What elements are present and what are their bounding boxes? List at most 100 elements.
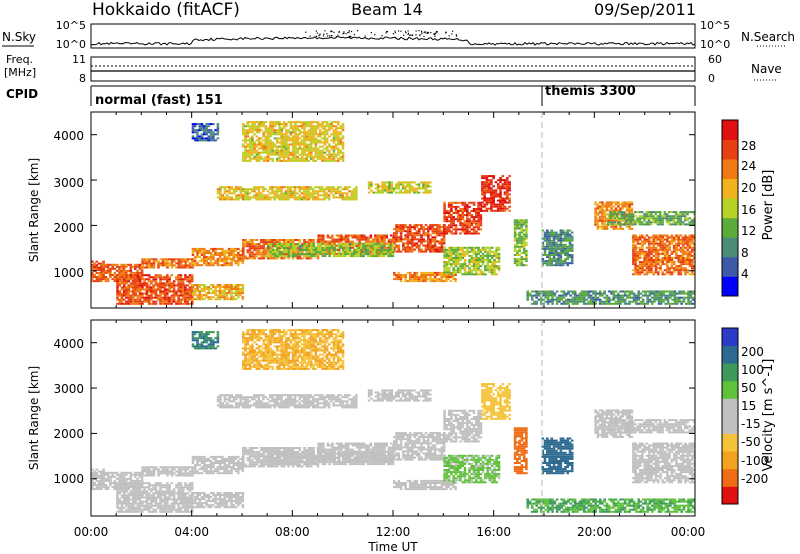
power-cell bbox=[525, 219, 528, 222]
nsearch-dot bbox=[343, 32, 345, 34]
power-cell bbox=[271, 190, 274, 193]
power-cell bbox=[342, 238, 345, 241]
power-cell bbox=[605, 298, 609, 301]
power-cell bbox=[282, 192, 286, 195]
power-cell bbox=[533, 302, 536, 305]
nsearch-dot bbox=[455, 35, 458, 37]
power-cell bbox=[636, 252, 640, 255]
power-cell bbox=[614, 300, 618, 303]
power-cell bbox=[104, 263, 108, 266]
power-cell bbox=[284, 194, 288, 197]
power-cell bbox=[346, 236, 350, 239]
power-cell bbox=[402, 226, 405, 229]
power-cell bbox=[312, 253, 316, 256]
power-cell bbox=[424, 181, 428, 184]
power-cell bbox=[497, 267, 501, 270]
power-cell bbox=[181, 294, 185, 297]
nsearch-dot bbox=[421, 31, 423, 33]
power-cell bbox=[659, 242, 662, 245]
power-cell bbox=[248, 239, 252, 241]
power-cell bbox=[442, 280, 446, 283]
power-cell bbox=[287, 251, 291, 254]
power-cell bbox=[391, 253, 395, 256]
power-cell bbox=[390, 191, 394, 194]
power-cell bbox=[546, 237, 549, 240]
power-cell bbox=[520, 223, 524, 226]
power-cell bbox=[490, 207, 493, 210]
power-cell bbox=[342, 242, 345, 245]
power-cell bbox=[548, 254, 551, 256]
power-cell bbox=[477, 259, 480, 261]
power-cell bbox=[684, 263, 687, 266]
power-cell bbox=[318, 194, 322, 197]
power-cell bbox=[413, 181, 416, 184]
power-cell bbox=[312, 198, 315, 201]
power-cell bbox=[679, 250, 683, 253]
power-cell bbox=[483, 191, 486, 194]
nsearch-dot bbox=[318, 35, 320, 37]
power-cell bbox=[690, 223, 694, 226]
power-cell bbox=[492, 189, 495, 192]
power-cell bbox=[97, 276, 101, 278]
power-cell bbox=[443, 208, 446, 210]
power-cell bbox=[161, 296, 165, 299]
power-cell bbox=[316, 255, 320, 258]
power-cell bbox=[454, 254, 458, 257]
power-cell bbox=[481, 248, 485, 251]
power-cell bbox=[352, 192, 356, 195]
power-cell bbox=[351, 253, 354, 256]
power-cell bbox=[307, 192, 310, 195]
power-cell bbox=[335, 238, 339, 241]
power-cell bbox=[120, 294, 124, 297]
power-cell bbox=[383, 242, 386, 245]
power-cell bbox=[177, 300, 180, 303]
power-cell bbox=[379, 185, 382, 188]
power-cell bbox=[127, 276, 131, 279]
power-cell bbox=[654, 257, 658, 259]
power-cell bbox=[285, 249, 288, 251]
power-cell bbox=[669, 296, 672, 299]
power-cell bbox=[191, 294, 195, 297]
power-cell bbox=[97, 266, 101, 269]
power-cell bbox=[426, 183, 430, 186]
power-cell bbox=[152, 290, 155, 293]
power-cell bbox=[191, 249, 195, 252]
power-cell bbox=[475, 257, 478, 259]
power-cell bbox=[543, 245, 547, 248]
power-cell bbox=[472, 273, 476, 276]
power-cell bbox=[216, 298, 220, 301]
power-cell bbox=[271, 188, 274, 191]
power-cell bbox=[481, 201, 484, 204]
power-cell bbox=[666, 302, 670, 305]
power-cell bbox=[513, 227, 517, 230]
power-cell bbox=[611, 215, 614, 218]
power-cell bbox=[427, 234, 430, 237]
nsearch-dot bbox=[421, 33, 423, 35]
nsearch-dot bbox=[394, 32, 396, 34]
power-cell bbox=[470, 222, 474, 225]
power-cell bbox=[131, 278, 135, 281]
power-cell bbox=[594, 302, 597, 305]
power-cell bbox=[253, 186, 256, 189]
power-cell bbox=[594, 215, 597, 218]
power-cell bbox=[650, 211, 653, 214]
power-cell bbox=[221, 198, 224, 201]
power-cell bbox=[276, 249, 279, 251]
power-cell bbox=[242, 127, 245, 130]
power-cell bbox=[516, 225, 519, 228]
power-cell bbox=[614, 225, 618, 228]
power-cell bbox=[490, 271, 494, 274]
power-cell bbox=[154, 296, 158, 299]
power-cell bbox=[248, 192, 252, 195]
power-cell bbox=[346, 242, 349, 245]
power-cell bbox=[486, 267, 489, 270]
power-cell bbox=[395, 228, 398, 231]
power-cell bbox=[282, 243, 286, 246]
power-cell bbox=[399, 274, 403, 276]
power-cell bbox=[309, 186, 313, 189]
power-cell bbox=[665, 217, 669, 220]
power-cell bbox=[525, 233, 528, 236]
power-cell bbox=[541, 243, 545, 246]
power-cell bbox=[463, 208, 467, 210]
power-cell bbox=[159, 274, 162, 277]
